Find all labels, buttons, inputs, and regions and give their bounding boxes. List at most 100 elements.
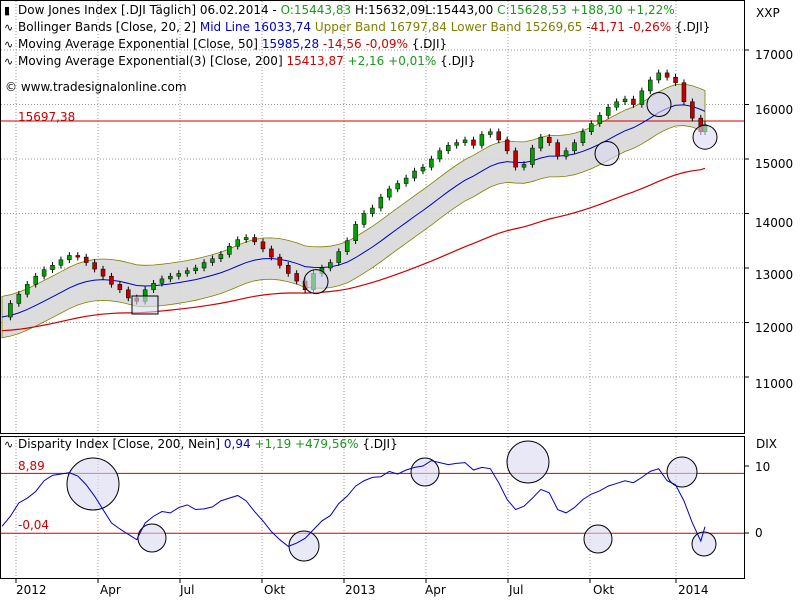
x-tick-2013: 2013 — [345, 583, 376, 597]
candle-up — [488, 131, 493, 135]
candle-up — [151, 283, 156, 291]
candle-up — [420, 166, 426, 172]
level-label-upper: 15697,38 — [18, 110, 76, 124]
price-open: O:15443,83 — [280, 3, 352, 17]
highlight-circle-lower — [666, 456, 698, 488]
candle-up — [589, 123, 594, 132]
price-title: Dow Jones Index [.DJI Täglich] 06.02.201… — [18, 3, 269, 17]
x-tick-apr-2013: Apr — [425, 583, 446, 597]
bb-name: Bollinger Bands [Close, 20, 2] — [18, 20, 197, 34]
ema200-value: 15413,87 — [286, 54, 344, 68]
ema50-change: -14,56 — [322, 37, 362, 51]
x-tick-2014: 2014 — [678, 583, 709, 597]
candle-up — [437, 150, 443, 160]
candle-up — [521, 164, 527, 168]
candle-down — [75, 255, 81, 258]
candle-up — [656, 72, 661, 81]
candle-up — [622, 98, 628, 103]
candle-up — [58, 259, 64, 266]
candle-up — [403, 177, 409, 184]
price-change: +188,30 — [570, 3, 623, 17]
x-tick-okt-2013: Okt — [593, 583, 615, 597]
lower-panel-frame — [0, 436, 745, 579]
highlight-circle-lower — [691, 531, 717, 557]
candle-up — [614, 101, 619, 108]
candle-up — [454, 142, 459, 146]
candle-down — [631, 98, 636, 105]
candle-down — [252, 237, 257, 243]
candle-down — [260, 241, 266, 250]
highlight-circle-lower — [288, 530, 320, 562]
candle-up — [538, 136, 544, 149]
x-tick-jul-2013: Jul — [509, 583, 524, 597]
upper-panel-frame — [0, 0, 745, 434]
candle-up — [445, 145, 451, 152]
legend-disparity: ∿ Disparity Index [Close, 200, Nein] 0,94… — [4, 437, 398, 452]
ema200-change: +2,16 — [347, 54, 385, 68]
y-tick-17000: 17000 — [755, 48, 794, 62]
y-tick-10: 10 — [755, 460, 771, 474]
candle-up — [412, 170, 417, 179]
ema50-name: Moving Average Exponential [Close, 50] — [18, 37, 258, 51]
candle-up — [572, 142, 577, 152]
candle-up — [353, 224, 358, 241]
candle-down — [555, 142, 560, 157]
wave-icon: ∿ — [4, 438, 14, 451]
candle-down — [504, 139, 510, 152]
candle-up — [193, 267, 198, 271]
candle-up — [328, 262, 333, 269]
candle-up — [8, 303, 13, 318]
candle-up — [184, 270, 190, 274]
level-label-8-89: 8,89 — [18, 459, 45, 473]
highlight-circle-lower — [583, 524, 613, 554]
ema50-change-pct: -0,09% — [365, 37, 408, 51]
candle-up — [648, 79, 653, 92]
candle-down — [117, 284, 123, 291]
candle-up — [227, 245, 232, 255]
candle-down — [690, 101, 695, 119]
candle-up — [563, 150, 569, 157]
x-tick-jul-2012: Jul — [180, 583, 195, 597]
ema200-change-pct: +0,01% — [388, 54, 437, 68]
y-tick-15000: 15000 — [755, 157, 794, 171]
candle-down — [546, 136, 552, 143]
lower-axis-title: DIX — [756, 437, 777, 451]
disparity-change-pct: +479,56% — [295, 437, 359, 451]
highlight-circle-lower — [66, 457, 120, 511]
candle-up — [530, 147, 535, 165]
y-tick-16000: 16000 — [755, 103, 794, 117]
level-label-neg-0-04: -0,04 — [18, 518, 50, 532]
candle-down — [92, 262, 97, 270]
candle-up — [168, 275, 173, 280]
highlight-circle-lower — [410, 457, 440, 487]
candle-down — [100, 268, 106, 277]
price-change-pct: +1,22% — [626, 3, 675, 17]
candle-up — [218, 254, 224, 259]
candle-down — [496, 131, 501, 141]
price-low: L:15443,00 — [425, 3, 494, 17]
bb-upper: Upper Band 16797,84 — [314, 20, 447, 34]
highlight-circle-upper — [646, 92, 672, 117]
disparity-value: 0,94 — [223, 437, 251, 451]
candle-up — [479, 134, 485, 146]
candle-down — [673, 77, 678, 83]
x-tick-okt-2012: Okt — [264, 583, 286, 597]
y-tick-14000: 14000 — [755, 216, 794, 230]
candle-up — [387, 188, 392, 198]
ema50-sym: {.DJI} — [411, 37, 448, 51]
candle-up — [639, 90, 645, 105]
upper-axis-title: XXP — [756, 6, 780, 20]
y-tick-12000: 12000 — [755, 321, 794, 335]
ema50-value: 15985,28 — [261, 37, 320, 51]
candle-down — [513, 150, 518, 168]
copyright: © www.tradesignalonline.com — [5, 80, 187, 94]
bb-sym: {.DJI} — [675, 20, 711, 34]
legend-price: ▮ Dow Jones Index [.DJI Täglich] 06.02.20… — [4, 3, 675, 17]
candle-up — [605, 106, 611, 116]
bb-mid: Mid Line 16033,74 — [199, 20, 312, 34]
legend-ema200: ∿ Moving Average Exponential(3) [Close, 2… — [4, 54, 476, 69]
candle-up — [50, 265, 55, 270]
candle-up — [580, 131, 586, 143]
candle-up — [361, 213, 367, 225]
